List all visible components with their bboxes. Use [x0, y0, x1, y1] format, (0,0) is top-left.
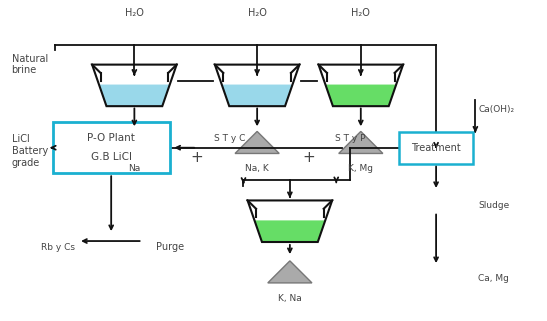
FancyBboxPatch shape [399, 132, 473, 164]
Polygon shape [235, 131, 279, 153]
Text: Purge: Purge [156, 242, 184, 252]
Text: Rb y Cs: Rb y Cs [41, 243, 75, 252]
Polygon shape [222, 84, 293, 106]
Text: G.B LiCl: G.B LiCl [91, 152, 132, 162]
Text: Natural
brine: Natural brine [11, 54, 48, 75]
Polygon shape [339, 131, 383, 153]
Text: Ca, Mg: Ca, Mg [478, 274, 509, 283]
Text: Na: Na [128, 164, 141, 173]
Text: Na, K: Na, K [245, 164, 269, 173]
Text: +: + [191, 150, 203, 165]
Polygon shape [268, 261, 312, 283]
Text: Treatment: Treatment [411, 143, 461, 153]
Polygon shape [325, 84, 396, 106]
Text: Sludge: Sludge [478, 201, 509, 210]
Text: Ca(OH)₂: Ca(OH)₂ [478, 105, 514, 114]
Text: K, Na: K, Na [278, 294, 302, 303]
Text: K, Mg: K, Mg [348, 164, 373, 173]
Text: S T y C: S T y C [214, 134, 246, 143]
FancyBboxPatch shape [53, 122, 170, 173]
Polygon shape [254, 221, 325, 242]
Text: H₂O: H₂O [125, 8, 144, 19]
Polygon shape [99, 84, 170, 106]
Text: LiCl
Battery
grade: LiCl Battery grade [11, 134, 48, 168]
Text: P-O Plant: P-O Plant [87, 133, 135, 143]
Text: +: + [302, 150, 315, 165]
Text: S T y P: S T y P [335, 134, 365, 143]
Polygon shape [112, 131, 156, 153]
Text: H₂O: H₂O [248, 8, 266, 19]
Text: H₂O: H₂O [351, 8, 370, 19]
